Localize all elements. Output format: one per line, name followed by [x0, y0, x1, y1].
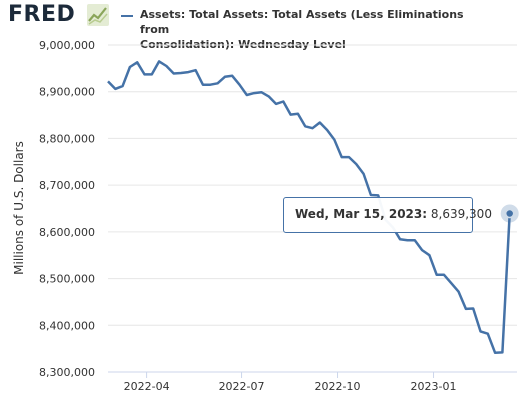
data-point[interactable] — [296, 112, 300, 116]
x-tick-label: 2022-10 — [315, 380, 361, 393]
data-point[interactable] — [332, 138, 336, 142]
data-tooltip: Wed, Mar 15, 2023: 8,639,300 — [283, 197, 492, 233]
y-tick-label: 8,300,000 — [39, 366, 95, 379]
data-point[interactable] — [135, 60, 139, 64]
data-point[interactable] — [186, 70, 190, 74]
data-point[interactable] — [449, 281, 453, 285]
data-point[interactable] — [442, 273, 446, 277]
data-point[interactable] — [208, 83, 212, 87]
data-point[interactable] — [267, 94, 271, 98]
data-point[interactable] — [237, 83, 241, 87]
data-point[interactable] — [303, 124, 307, 128]
data-point[interactable] — [128, 65, 132, 69]
series-line-group — [107, 60, 511, 355]
x-tick-label: 2022-04 — [124, 380, 170, 393]
x-axis: 2022-04 2022-07 2022-10 2023-01 — [108, 371, 517, 393]
data-point[interactable] — [164, 64, 168, 68]
y-tick-label: 8,400,000 — [39, 319, 95, 332]
data-point[interactable] — [413, 238, 417, 242]
data-point[interactable] — [194, 68, 198, 72]
tooltip-text: Wed, Mar 15, 2023: 8,639,300 — [295, 207, 492, 221]
data-point[interactable] — [143, 72, 147, 76]
y-axis-label: Millions of U.S. Dollars — [12, 141, 26, 275]
data-point[interactable] — [493, 351, 497, 355]
y-tick-label: 8,500,000 — [39, 273, 95, 286]
legend-swatch — [121, 15, 133, 17]
data-point[interactable] — [478, 329, 482, 333]
data-point[interactable] — [172, 71, 176, 75]
data-point[interactable] — [259, 90, 263, 94]
data-point[interactable] — [325, 128, 329, 132]
data-point[interactable] — [311, 126, 315, 130]
data-point[interactable] — [121, 84, 125, 88]
legend-line-1: Assets: Total Assets: Total Assets (Less… — [140, 8, 464, 36]
data-point[interactable] — [347, 155, 351, 159]
data-point[interactable] — [318, 121, 322, 125]
data-point[interactable] — [106, 79, 110, 83]
data-point[interactable] — [274, 102, 278, 106]
hover-halo — [500, 204, 519, 223]
data-point[interactable] — [457, 290, 461, 294]
data-point[interactable] — [157, 59, 161, 63]
data-point[interactable] — [245, 93, 249, 97]
data-point[interactable] — [362, 172, 366, 176]
data-point[interactable] — [223, 75, 227, 79]
data-point[interactable] — [405, 238, 409, 242]
series-line[interactable] — [107, 60, 511, 355]
data-point[interactable] — [486, 332, 490, 336]
y-tick-label: 8,600,000 — [39, 226, 95, 239]
x-tick-label: 2022-07 — [219, 380, 265, 393]
data-point[interactable] — [179, 71, 183, 75]
y-axis: 8,300,000 8,400,000 8,500,000 8,600,000 8,70… — [39, 39, 95, 379]
x-tick-label: 2023-01 — [411, 380, 457, 393]
data-point[interactable] — [471, 306, 475, 310]
y-tick-label: 9,000,000 — [39, 39, 95, 52]
legend-label: Assets: Total Assets: Total Assets (Less… — [140, 7, 470, 52]
data-point[interactable] — [435, 273, 439, 277]
data-point[interactable] — [113, 87, 117, 91]
data-point[interactable] — [216, 81, 220, 85]
y-tick-label: 8,900,000 — [39, 86, 95, 99]
tooltip-date: Wed, Mar 15, 2023: — [295, 207, 428, 221]
data-point[interactable] — [281, 100, 285, 104]
data-point[interactable] — [340, 155, 344, 159]
data-point[interactable] — [420, 248, 424, 252]
data-point[interactable] — [398, 237, 402, 241]
data-point[interactable] — [150, 72, 154, 76]
tooltip-value: 8,639,300 — [430, 207, 492, 221]
data-point[interactable] — [427, 253, 431, 257]
data-point[interactable] — [464, 307, 468, 311]
data-point[interactable] — [289, 113, 293, 117]
data-points — [106, 59, 519, 355]
highlighted-point[interactable] — [504, 208, 515, 219]
chart-header: FRED Assets: Total Assets: Total Assets … — [0, 0, 529, 51]
data-point[interactable] — [500, 350, 504, 354]
data-point[interactable] — [354, 162, 358, 166]
data-point[interactable] — [252, 91, 256, 95]
y-tick-label: 8,700,000 — [39, 179, 95, 192]
line-chart-icon — [87, 4, 109, 26]
data-point[interactable] — [230, 74, 234, 78]
y-tick-label: 8,800,000 — [39, 132, 95, 145]
fred-logo[interactable]: FRED — [8, 2, 76, 27]
data-point[interactable] — [201, 83, 205, 87]
